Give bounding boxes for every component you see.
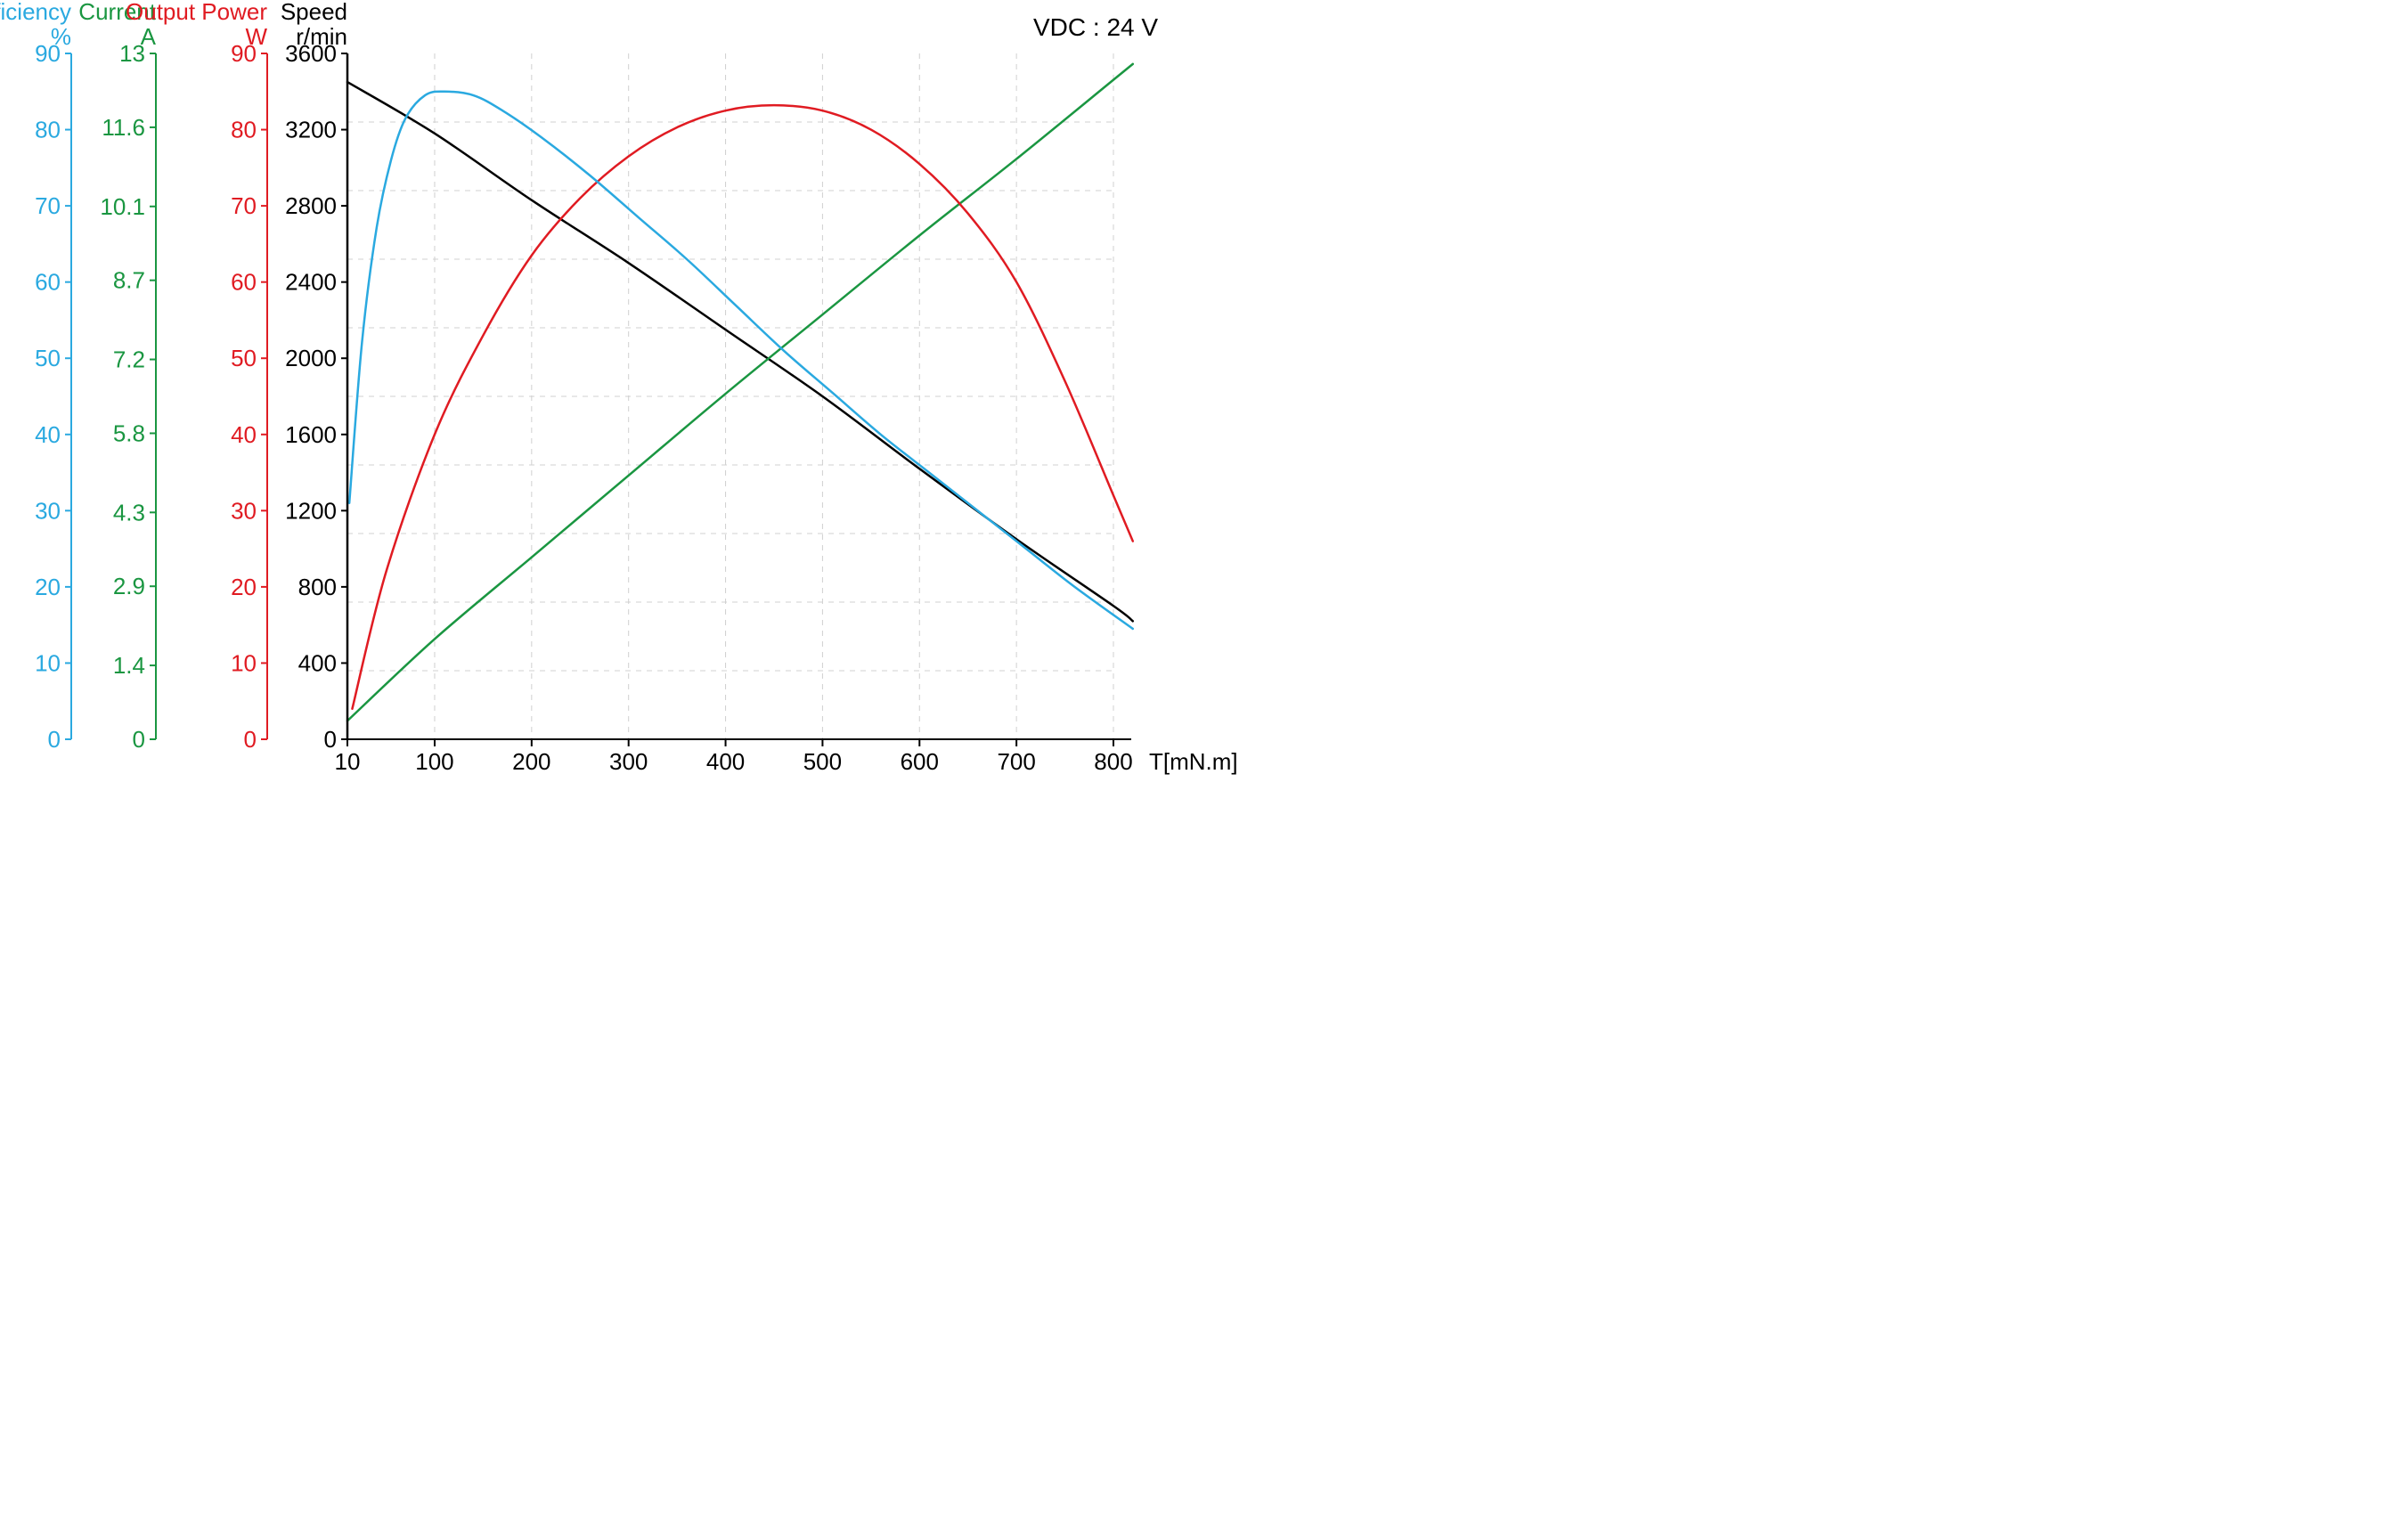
y-axis-unit-power: W [245, 23, 267, 50]
x-tick-label: 800 [1094, 748, 1132, 775]
y-tick-label-power: 30 [231, 497, 257, 524]
y-tick-label-efficiency: 60 [35, 269, 61, 296]
y-axis-unit-current: A [141, 23, 157, 50]
y-tick-label-power: 10 [231, 649, 257, 676]
y-tick-label-power: 40 [231, 421, 257, 448]
y-tick-label-efficiency: 20 [35, 574, 61, 600]
y-tick-label-speed: 1600 [285, 421, 337, 448]
y-tick-label-efficiency: 40 [35, 421, 61, 448]
y-tick-label-power: 60 [231, 269, 257, 296]
y-tick-label-speed: 400 [298, 649, 337, 676]
y-tick-label-efficiency: 10 [35, 649, 61, 676]
y-tick-label-efficiency: 70 [35, 192, 61, 219]
y-tick-label-power: 20 [231, 574, 257, 600]
y-tick-label-speed: 2400 [285, 269, 337, 296]
vdc-annotation: VDC : 24 V [1033, 13, 1158, 41]
x-tick-label: 500 [803, 748, 842, 775]
y-tick-label-current: 2.9 [113, 573, 145, 599]
y-tick-label-efficiency: 0 [48, 726, 61, 753]
y-tick-label-power: 70 [231, 192, 257, 219]
y-tick-label-efficiency: 30 [35, 497, 61, 524]
y-tick-label-current: 10.1 [100, 193, 145, 220]
motor-performance-chart: 10100200300400500600700800T[mN.m]0102030… [0, 0, 2405, 802]
y-tick-label-power: 80 [231, 117, 257, 143]
x-tick-label: 700 [997, 748, 1035, 775]
y-tick-label-speed: 2800 [285, 192, 337, 219]
y-tick-label-speed: 1200 [285, 497, 337, 524]
y-tick-label-current: 1.4 [113, 652, 145, 679]
y-tick-label-efficiency: 50 [35, 345, 61, 371]
x-tick-label: 100 [415, 748, 453, 775]
y-axis-title-speed: Speed [281, 0, 347, 25]
y-tick-label-current: 8.7 [113, 267, 145, 294]
y-tick-label-power: 0 [244, 726, 257, 753]
y-tick-label-power: 50 [231, 345, 257, 371]
y-tick-label-current: 7.2 [113, 346, 145, 373]
y-tick-label-current: 11.6 [102, 114, 145, 141]
x-tick-label: 10 [335, 748, 361, 775]
x-tick-label: 400 [706, 748, 745, 775]
x-tick-label: 200 [512, 748, 550, 775]
y-tick-label-speed: 800 [298, 574, 337, 600]
y-axis-unit-speed: r/min [296, 23, 347, 50]
y-tick-label-speed: 0 [324, 726, 337, 753]
y-tick-label-speed: 3200 [285, 117, 337, 143]
y-axis-title-power: Output Power [126, 0, 267, 25]
x-tick-label: 600 [901, 748, 939, 775]
y-tick-label-current: 4.3 [113, 499, 145, 526]
y-tick-label-speed: 2000 [285, 345, 337, 371]
chart-svg: 10100200300400500600700800T[mN.m]0102030… [0, 0, 1247, 802]
x-axis-title: T[mN.m] [1149, 748, 1238, 775]
y-axis-title-efficiency: Efficiency [0, 0, 71, 25]
y-tick-label-current: 5.8 [113, 420, 145, 446]
y-axis-unit-efficiency: % [51, 23, 71, 50]
y-tick-label-efficiency: 80 [35, 117, 61, 143]
y-tick-label-current: 0 [133, 726, 145, 753]
x-tick-label: 300 [609, 748, 648, 775]
